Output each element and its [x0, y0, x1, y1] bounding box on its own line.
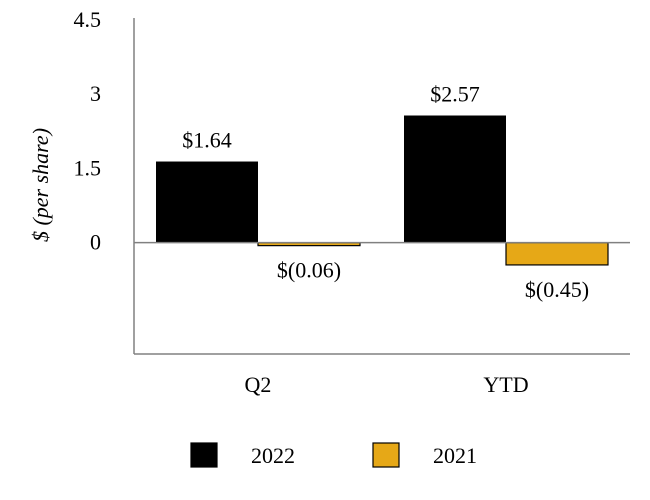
legend: 2022 2021: [190, 442, 477, 468]
bar-series: $1.64 $(0.06) $2.57 $(0.45): [156, 81, 609, 302]
bar-2022-Q2: [156, 161, 258, 243]
bar-2022-YTD: [404, 115, 506, 243]
y-tick-label: 0: [90, 230, 101, 255]
y-axis-ticks: 4.5 3 1.5 0: [74, 7, 102, 255]
bar-2021-YTD: [505, 242, 609, 266]
legend-label-2021: 2021: [433, 443, 477, 468]
legend-swatch-2021: [372, 442, 400, 468]
legend-swatch-2022: [190, 442, 218, 468]
y-tick-label: 4.5: [74, 7, 102, 32]
category-label: Q2: [245, 372, 272, 397]
data-label-2022-YTD: $2.57: [430, 81, 480, 106]
legend-label-2022: 2022: [251, 443, 295, 468]
data-label-2021-YTD: $(0.45): [525, 277, 589, 302]
data-label-2021-Q2: $(0.06): [277, 258, 341, 283]
category-labels: Q2 YTD: [245, 372, 529, 397]
data-label-2022-Q2: $1.64: [182, 128, 232, 153]
y-tick-label: 3: [90, 81, 101, 106]
y-tick-label: 1.5: [74, 155, 102, 180]
category-label: YTD: [483, 372, 528, 397]
y-axis-label: $ (per share): [28, 128, 53, 242]
